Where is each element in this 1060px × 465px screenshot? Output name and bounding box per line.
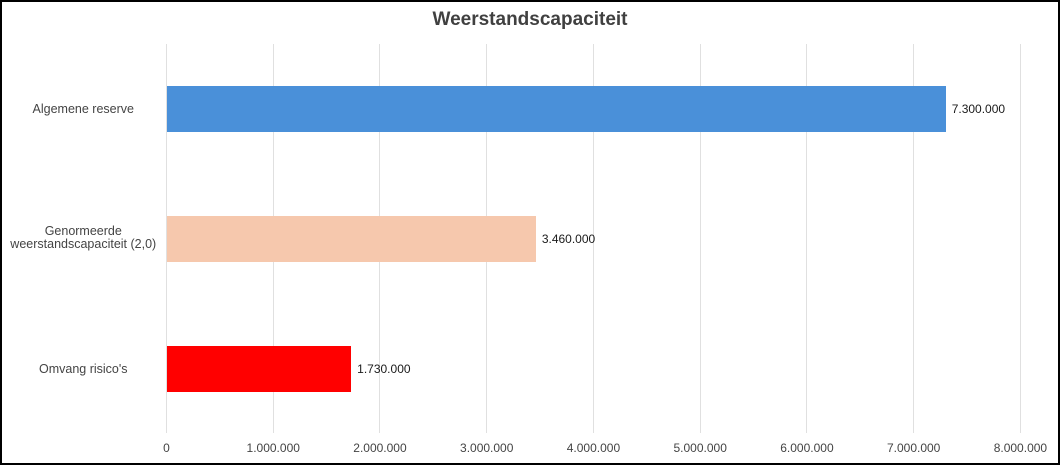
- chart-title: Weerstandscapaciteit: [432, 8, 628, 30]
- x-axis-tick-label: 5.000.000: [673, 440, 727, 455]
- category-label-line: Omvang risico's: [38, 361, 128, 376]
- bar-1[interactable]: [167, 85, 946, 133]
- gridline: [166, 44, 167, 433]
- gridline: [1019, 44, 1021, 433]
- bar-value-label: 3.460.000: [541, 232, 596, 246]
- bar-value-label: 1.730.000: [357, 362, 411, 376]
- x-axis-tick-label: 0: [163, 440, 170, 455]
- gridline: [806, 44, 808, 433]
- bar-2[interactable]: [167, 215, 536, 263]
- x-axis-tick-label: 2.000.000: [353, 440, 407, 455]
- x-axis-tick-label: 4.000.000: [566, 440, 621, 455]
- x-axis-tick-label: 6.000.000: [780, 440, 834, 455]
- bar-3[interactable]: [167, 345, 352, 393]
- category-label-line: Algemene reserve: [32, 101, 134, 116]
- gridline: [913, 44, 915, 433]
- x-axis-tick-label: 7.000.000: [886, 440, 941, 455]
- x-axis-tick-label: 3.000.000: [460, 440, 514, 455]
- category-label: Genormeerde weerstandscapaciteit (2,0): [0, 223, 167, 251]
- category-label: Algemene reserve: [0, 101, 167, 116]
- category-label-line: Genormeerde: [44, 223, 122, 238]
- gridline: [699, 44, 701, 433]
- x-axis-tick-label: 1.000.000: [246, 440, 300, 455]
- x-axis-tick-label: 8.000.000: [993, 440, 1048, 455]
- bar-value-label: 7.300.000: [951, 102, 1006, 116]
- category-label-line: weerstandscapaciteit (2,0): [10, 236, 157, 251]
- gridline: [592, 44, 594, 433]
- category-label: Omvang risico's: [0, 361, 167, 376]
